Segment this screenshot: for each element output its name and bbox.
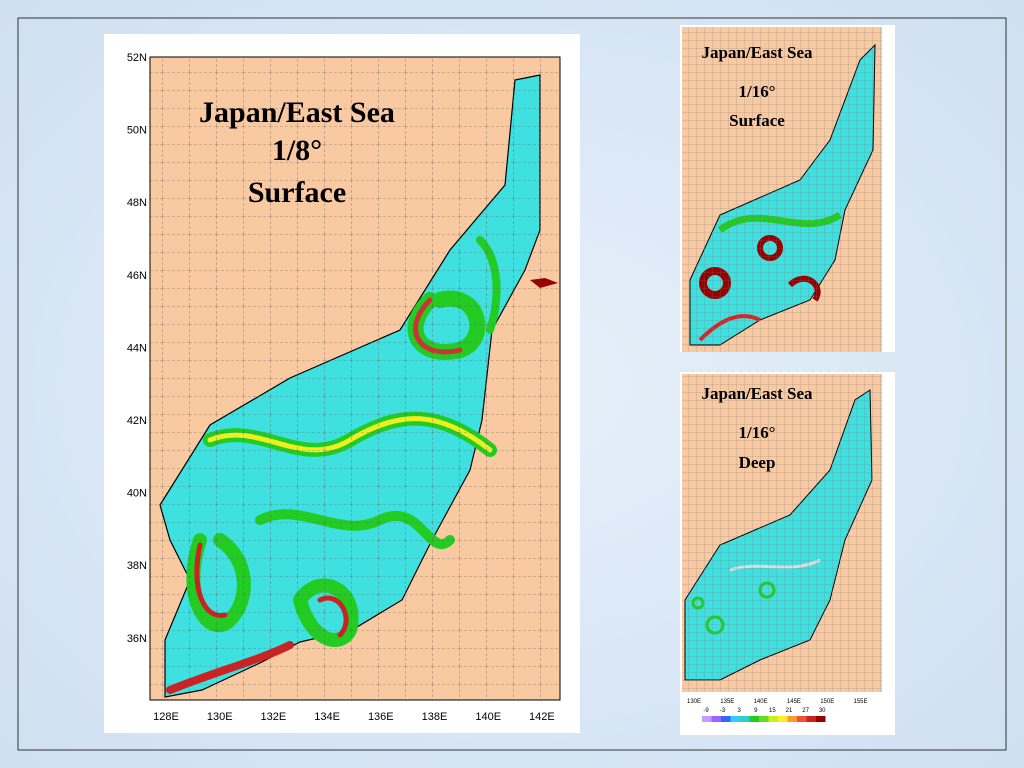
panel-title: 1/16°	[738, 423, 775, 442]
lon-label: 135E	[720, 699, 734, 705]
panel-title: 1/16°	[738, 82, 775, 101]
panel-title: Surface	[729, 111, 785, 130]
lon-label: 140E	[754, 699, 768, 705]
lon-label: 150E	[820, 699, 834, 705]
lon-label: 134E	[314, 711, 340, 723]
colorbar-swatch	[730, 716, 740, 722]
colorbar-swatch	[759, 716, 769, 722]
lon-label: 142E	[529, 711, 555, 723]
map-grid	[682, 27, 882, 352]
colorbar-swatch	[797, 716, 807, 722]
panel-title: Japan/East Sea	[199, 96, 395, 129]
slide-border	[17, 17, 1007, 751]
colorbar-label: 15	[769, 708, 776, 714]
colorbar-label: 30	[819, 708, 826, 714]
colorbar-swatch	[711, 716, 721, 722]
colorbar-label: 3	[738, 708, 742, 714]
lat-label: 48N	[127, 197, 147, 209]
map-grid	[682, 374, 882, 692]
lon-label: 130E	[207, 711, 233, 723]
panel-title: 1/8°	[272, 134, 322, 167]
colorbar-swatch	[787, 716, 797, 722]
main-map	[149, 56, 561, 701]
panel-title: Japan/East Sea	[702, 43, 813, 62]
colorbar-swatch	[721, 716, 731, 722]
colorbar-label: 21	[786, 708, 793, 714]
lat-label: 38N	[127, 560, 147, 572]
lon-label: 145E	[787, 699, 801, 705]
colorbar-swatch	[816, 716, 826, 722]
map-grid	[149, 56, 561, 701]
colorbar-label: -9	[703, 708, 709, 714]
lon-label: 155E	[853, 699, 867, 705]
colorbar-swatch	[806, 716, 816, 722]
lon-label: 130E	[687, 699, 701, 705]
colorbar-swatch	[768, 716, 778, 722]
colorbar-swatch	[740, 716, 750, 722]
colorbar-swatch	[749, 716, 759, 722]
lat-label: 46N	[127, 270, 147, 282]
lon-label: 138E	[422, 711, 448, 723]
colorbar: -9 -3 3 9 15 21 27 30	[702, 708, 826, 722]
colorbar-label: 27	[802, 708, 809, 714]
colorbar-label: 9	[754, 708, 758, 714]
lon-label: 132E	[261, 711, 287, 723]
colorbar-swatch	[778, 716, 788, 722]
lat-label: 40N	[127, 488, 147, 500]
lon-label: 136E	[368, 711, 394, 723]
colorbar-swatch	[702, 716, 712, 722]
panel-title: Deep	[739, 453, 776, 472]
lat-label: 36N	[127, 633, 147, 645]
colorbar-label: -3	[720, 708, 726, 714]
lon-label: 128E	[153, 711, 179, 723]
lat-label: 44N	[127, 342, 147, 354]
lat-label: 52N	[127, 52, 147, 64]
lat-label: 42N	[127, 415, 147, 427]
panel-title: Surface	[248, 176, 346, 209]
panel-title: Japan/East Sea	[702, 384, 813, 403]
lon-label: 140E	[475, 711, 501, 723]
lat-label: 50N	[127, 125, 147, 137]
